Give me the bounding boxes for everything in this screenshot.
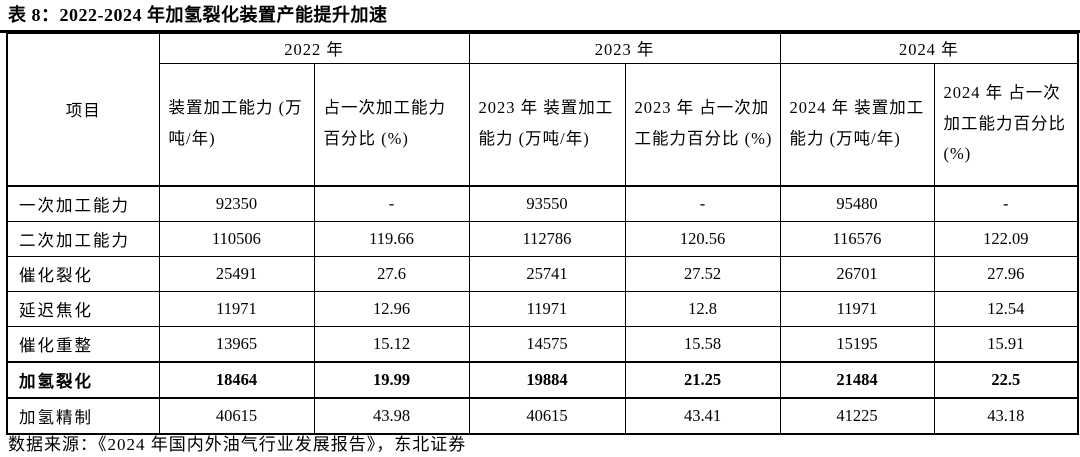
sub-header-2023-percent: 2023 年 占一次加工能力百分比 (%) (624, 62, 781, 186)
table-row-secondary-processing: 二次加工能力 110506 119.66 112786 120.56 11657… (6, 220, 1079, 257)
sub-header-2023-capacity: 2023 年 装置加工能力 (万吨/年) (468, 62, 626, 186)
data-source-note: 数据来源：《2024 年国内外油气行业发展报告》，东北证券 (8, 435, 467, 454)
row-label: 催化裂化 (6, 255, 160, 292)
cell-value: 43.41 (624, 397, 781, 434)
cell-value: 25741 (468, 255, 626, 292)
row-label: 二次加工能力 (6, 220, 160, 257)
cell-value: 110506 (158, 220, 315, 257)
table-row-delayed-coking: 延迟焦化 11971 12.96 11971 12.8 11971 12.54 (6, 290, 1079, 327)
cell-value: 41225 (779, 397, 935, 434)
cell-value: - (933, 184, 1079, 222)
cell-value: 21.25 (624, 360, 781, 399)
cell-value: 119.66 (313, 220, 470, 257)
table-row-hydrocracking: 加氢裂化 18464 19.99 19884 21.25 21484 22.5 (6, 360, 1079, 399)
cell-value: 19.99 (313, 360, 470, 399)
cell-value: 40615 (468, 397, 626, 434)
cell-value: 40615 (158, 397, 315, 434)
cell-value: 27.96 (933, 255, 1079, 292)
cell-value: 15.91 (933, 325, 1079, 362)
cell-value: 19884 (468, 360, 626, 399)
cell-value: 14575 (468, 325, 626, 362)
table-title: 表 8：2022-2024 年加氢裂化装置产能提升加速 (0, 0, 1080, 33)
cell-value: - (313, 184, 470, 222)
cell-value: 11971 (158, 290, 315, 327)
year-group-2022: 2022 年 (158, 32, 470, 64)
cell-value: 43.98 (313, 397, 470, 434)
table-row-catalytic-cracking: 催化裂化 25491 27.6 25741 27.52 26701 27.96 (6, 255, 1079, 292)
cell-value: 12.96 (313, 290, 470, 327)
sub-header-2024-capacity: 2024 年 装置加工能力 (万吨/年) (779, 62, 935, 186)
cell-value: 18464 (158, 360, 315, 399)
cell-value: 27.6 (313, 255, 470, 292)
cell-value: - (624, 184, 781, 222)
cell-value: 122.09 (933, 220, 1079, 257)
row-label: 加氢裂化 (6, 360, 160, 399)
row-label: 加氢精制 (6, 397, 160, 434)
cell-value: 15.58 (624, 325, 781, 362)
cell-value: 95480 (779, 184, 935, 222)
cell-value: 13965 (158, 325, 315, 362)
cell-value: 12.8 (624, 290, 781, 327)
cell-value: 43.18 (933, 397, 1079, 434)
table-row-hydrotreating: 加氢精制 40615 43.98 40615 43.41 41225 43.18 (6, 397, 1079, 434)
cell-value: 116576 (779, 220, 935, 257)
year-group-header-row: 项目 2022 年 2023 年 2024 年 (6, 32, 1079, 186)
sub-header-2022-percent: 占一次加工能力百分比 (%) (313, 62, 470, 186)
cell-value: 15.12 (313, 325, 470, 362)
cell-value: 26701 (779, 255, 935, 292)
cell-value: 27.52 (624, 255, 781, 292)
cell-value: 25491 (158, 255, 315, 292)
cell-value: 11971 (779, 290, 935, 327)
cell-value: 92350 (158, 184, 315, 222)
sub-header-row: 装置加工能力 (万吨/年) 占一次加工能力百分比 (%) 2023 年 装置加工… (7, 62, 1079, 186)
cell-value: 15195 (779, 325, 935, 362)
row-label: 催化重整 (6, 325, 160, 362)
table-row-primary-processing: 一次加工能力 92350 - 93550 - 95480 - (6, 184, 1079, 222)
cell-value: 11971 (468, 290, 626, 327)
sub-header-2022-capacity: 装置加工能力 (万吨/年) (158, 62, 315, 186)
row-label: 延迟焦化 (6, 290, 160, 327)
cell-value: 12.54 (933, 290, 1079, 327)
cell-value: 120.56 (624, 220, 781, 257)
cell-value: 22.5 (933, 360, 1079, 399)
cell-value: 112786 (468, 220, 626, 257)
row-label: 一次加工能力 (6, 184, 160, 222)
year-group-2023: 2023 年 (468, 32, 781, 64)
table-row-catalytic-reforming: 催化重整 13965 15.12 14575 15.58 15195 15.91 (6, 325, 1079, 362)
cell-value: 93550 (468, 184, 626, 222)
year-group-2024: 2024 年 (779, 32, 1079, 64)
capacity-table: 项目 2022 年 2023 年 2024 年 装置加工能力 (万吨/年) 占一… (6, 32, 1079, 435)
corner-header-item: 项目 (6, 32, 160, 186)
cell-value: 21484 (779, 360, 935, 399)
sub-header-2024-percent: 2024 年 占一次加工能力百分比 (%) (933, 62, 1079, 186)
